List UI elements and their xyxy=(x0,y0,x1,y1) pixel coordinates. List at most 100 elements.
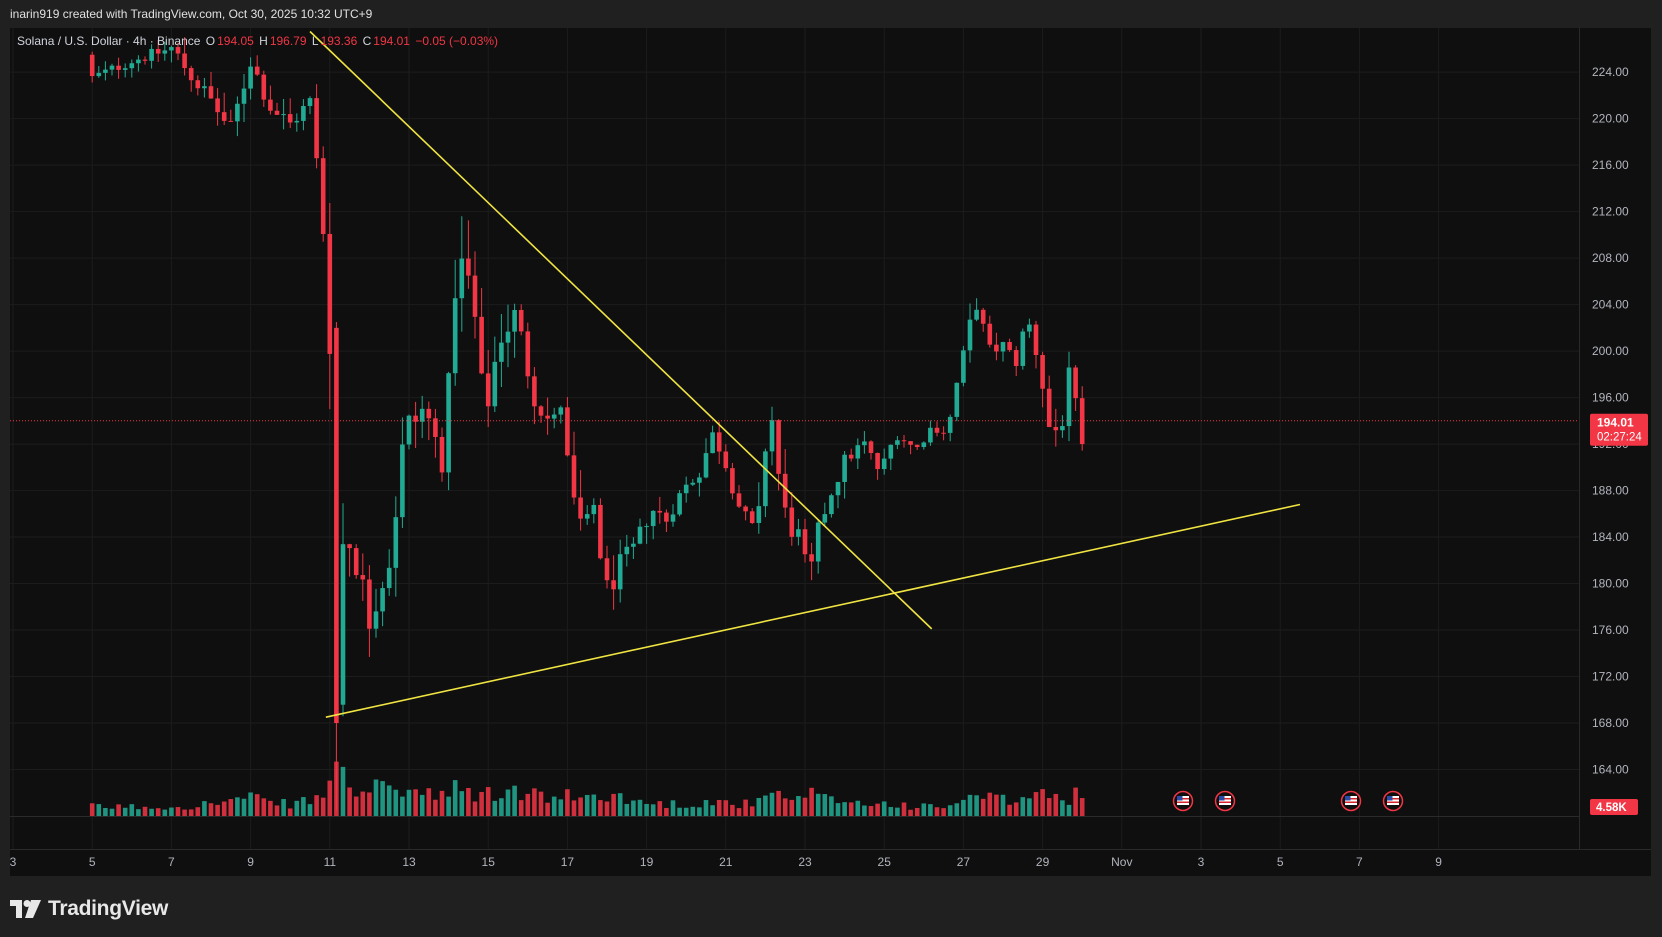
volume-bar xyxy=(881,801,887,816)
candle-body xyxy=(802,529,808,555)
price-tick-label: 184.00 xyxy=(1592,530,1629,544)
candle-body xyxy=(512,309,517,332)
candle-body xyxy=(657,510,663,513)
candle-body xyxy=(452,298,458,374)
volume-bar xyxy=(129,804,135,816)
candle-body xyxy=(1073,367,1078,399)
candle-body xyxy=(1079,398,1085,445)
volume-bar xyxy=(631,800,636,816)
volume-bar xyxy=(1027,798,1032,816)
volume-bar xyxy=(439,790,445,816)
price-tag-background xyxy=(1590,413,1648,446)
flag-stripe xyxy=(1387,798,1399,800)
candle-body xyxy=(730,468,735,494)
candle-body xyxy=(941,432,946,434)
time-tick-label: 29 xyxy=(1036,855,1050,869)
us-flag-icon[interactable] xyxy=(1214,790,1236,812)
volume-bar xyxy=(386,785,392,816)
grid-lines xyxy=(10,28,1579,849)
trendline-ascending[interactable] xyxy=(325,503,1301,718)
volume-bar xyxy=(413,789,418,816)
candle-body xyxy=(637,526,643,544)
candle-body xyxy=(617,554,623,590)
candle-body xyxy=(155,48,161,54)
volume-bar xyxy=(743,799,748,816)
time-tick-label: 25 xyxy=(878,855,892,869)
volume-bar xyxy=(393,789,399,816)
volume-bar xyxy=(637,799,643,816)
candle-body xyxy=(723,451,729,469)
volume-bar xyxy=(1033,792,1039,816)
flag-canton xyxy=(1219,796,1225,801)
candle-body xyxy=(393,517,399,568)
candle-body xyxy=(248,66,253,89)
volume-bar xyxy=(1000,794,1006,816)
volume-bar xyxy=(373,779,379,816)
candle-body xyxy=(122,68,128,70)
time-tick-label: 15 xyxy=(482,855,496,869)
time-tick-label: 27 xyxy=(957,855,971,869)
volume-bar xyxy=(677,807,682,816)
price-tick-label: 172.00 xyxy=(1592,670,1629,684)
time-tick-label: 3 xyxy=(1198,855,1205,869)
candle-body xyxy=(650,510,656,527)
candle-body xyxy=(294,120,300,123)
tradingview-logo[interactable]: TradingView xyxy=(10,896,168,922)
candle-body xyxy=(598,504,603,559)
us-flag-icon[interactable] xyxy=(1172,790,1194,812)
candle-body xyxy=(195,80,201,89)
candle-body xyxy=(162,50,168,54)
candle-body xyxy=(129,63,135,69)
volume-bar xyxy=(980,798,986,816)
volume-bar xyxy=(809,787,814,816)
candle-body xyxy=(307,98,313,107)
ohlc-open-label: O xyxy=(205,34,216,48)
candle-body xyxy=(136,59,141,64)
candle-body xyxy=(373,611,379,629)
tradingview-logo-text: TradingView xyxy=(48,897,169,920)
flag-canton xyxy=(1387,796,1393,801)
volume-bar xyxy=(947,805,953,816)
volume-bar xyxy=(994,794,999,816)
trendlines[interactable] xyxy=(309,30,1301,718)
candle-body xyxy=(967,319,973,351)
volume-bar xyxy=(703,800,709,816)
candle-body xyxy=(822,514,828,523)
volume-bar xyxy=(221,801,227,816)
volume-bar xyxy=(505,789,511,816)
candle-body xyxy=(703,453,709,478)
trendline-descending[interactable] xyxy=(309,30,933,630)
candle-body xyxy=(928,427,933,443)
volume-bar xyxy=(400,796,405,816)
volume-bar xyxy=(644,803,649,816)
us-flag-icon[interactable] xyxy=(1340,790,1362,812)
volume-bar xyxy=(888,807,894,816)
candle-body xyxy=(908,441,913,445)
candle-body xyxy=(835,481,841,496)
volume-bar xyxy=(723,800,729,816)
flag-canton xyxy=(1345,796,1351,801)
candle-body xyxy=(954,382,960,417)
candle-body xyxy=(1053,426,1059,431)
volume-bar xyxy=(281,799,286,816)
symbol-legend[interactable]: Solana / U.S. Dollar · 4h · Binance O 194… xyxy=(17,34,500,48)
author-credit: inarin919 created with TradingView.com, … xyxy=(10,7,373,21)
volume-bar xyxy=(545,802,550,816)
volume-bar xyxy=(1073,787,1078,816)
candle-body xyxy=(1040,355,1045,389)
volume-bar xyxy=(96,804,102,816)
candle-body xyxy=(578,497,583,519)
volume-bar xyxy=(769,792,775,816)
volume-bar xyxy=(1013,802,1019,816)
volume-bar xyxy=(89,803,95,816)
candle-body xyxy=(697,477,702,483)
us-flag-icon[interactable] xyxy=(1382,790,1404,812)
volume-bar xyxy=(842,802,847,816)
volume-bar xyxy=(901,802,907,816)
economic-events[interactable] xyxy=(1172,790,1404,812)
candle-body xyxy=(320,158,326,234)
volume-bar xyxy=(472,801,478,816)
price-tick-label: 224.00 xyxy=(1592,65,1629,79)
candle-body xyxy=(505,331,511,343)
